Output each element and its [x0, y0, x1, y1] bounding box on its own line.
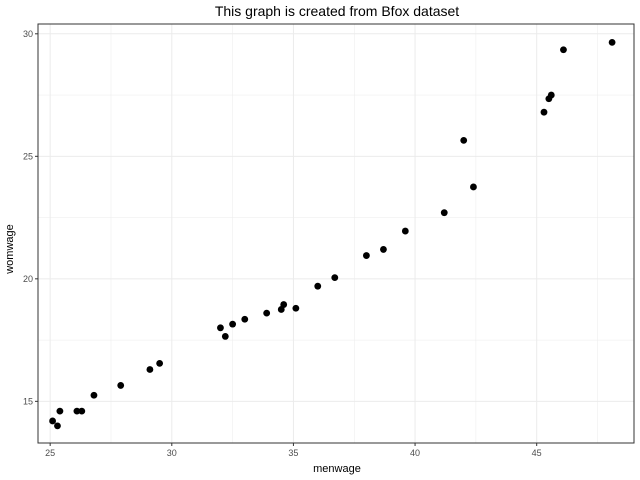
- data-points: [49, 38, 616, 430]
- y-axis-ticks: 15 20 25 30: [23, 29, 38, 406]
- data-point: [217, 324, 224, 332]
- major-grid: [38, 24, 634, 443]
- data-point: [363, 252, 370, 259]
- data-point: [540, 108, 548, 116]
- data-point: [440, 209, 448, 217]
- data-point: [331, 274, 339, 282]
- y-tick-label: 25: [23, 151, 33, 161]
- data-point: [292, 304, 300, 312]
- panel-border: [37, 23, 635, 444]
- data-point: [314, 282, 322, 290]
- data-point: [460, 136, 468, 144]
- data-point: [608, 38, 616, 46]
- data-point: [401, 227, 409, 235]
- y-axis-label: womwage: [4, 224, 16, 275]
- x-axis-label: menwage: [313, 463, 361, 475]
- data-point: [280, 301, 288, 308]
- chart-title: This graph is created from Bfox dataset: [215, 3, 459, 19]
- y-tick-label: 15: [23, 396, 33, 406]
- data-point: [90, 391, 98, 399]
- x-tick-label: 30: [167, 448, 177, 458]
- data-point: [263, 309, 271, 317]
- data-point: [470, 183, 477, 191]
- data-point: [78, 407, 86, 415]
- x-tick-label: 35: [288, 448, 298, 458]
- data-point: [117, 382, 125, 389]
- data-point: [73, 407, 81, 415]
- data-point: [49, 417, 56, 425]
- data-point: [380, 246, 387, 253]
- x-tick-label: 25: [45, 448, 55, 458]
- data-point: [547, 91, 555, 99]
- data-point: [560, 46, 567, 54]
- y-tick-label: 30: [23, 29, 33, 39]
- data-point: [241, 315, 249, 323]
- data-point: [221, 333, 229, 340]
- x-tick-label: 40: [410, 448, 420, 458]
- y-tick-label: 20: [23, 274, 33, 284]
- data-point: [156, 359, 164, 367]
- data-point: [56, 407, 64, 415]
- minor-grid: [38, 24, 634, 443]
- x-tick-label: 45: [532, 448, 542, 458]
- x-axis-ticks: 25 30 35 40 45: [45, 443, 542, 458]
- data-point: [54, 422, 61, 430]
- data-point: [146, 366, 154, 373]
- data-point: [229, 320, 237, 328]
